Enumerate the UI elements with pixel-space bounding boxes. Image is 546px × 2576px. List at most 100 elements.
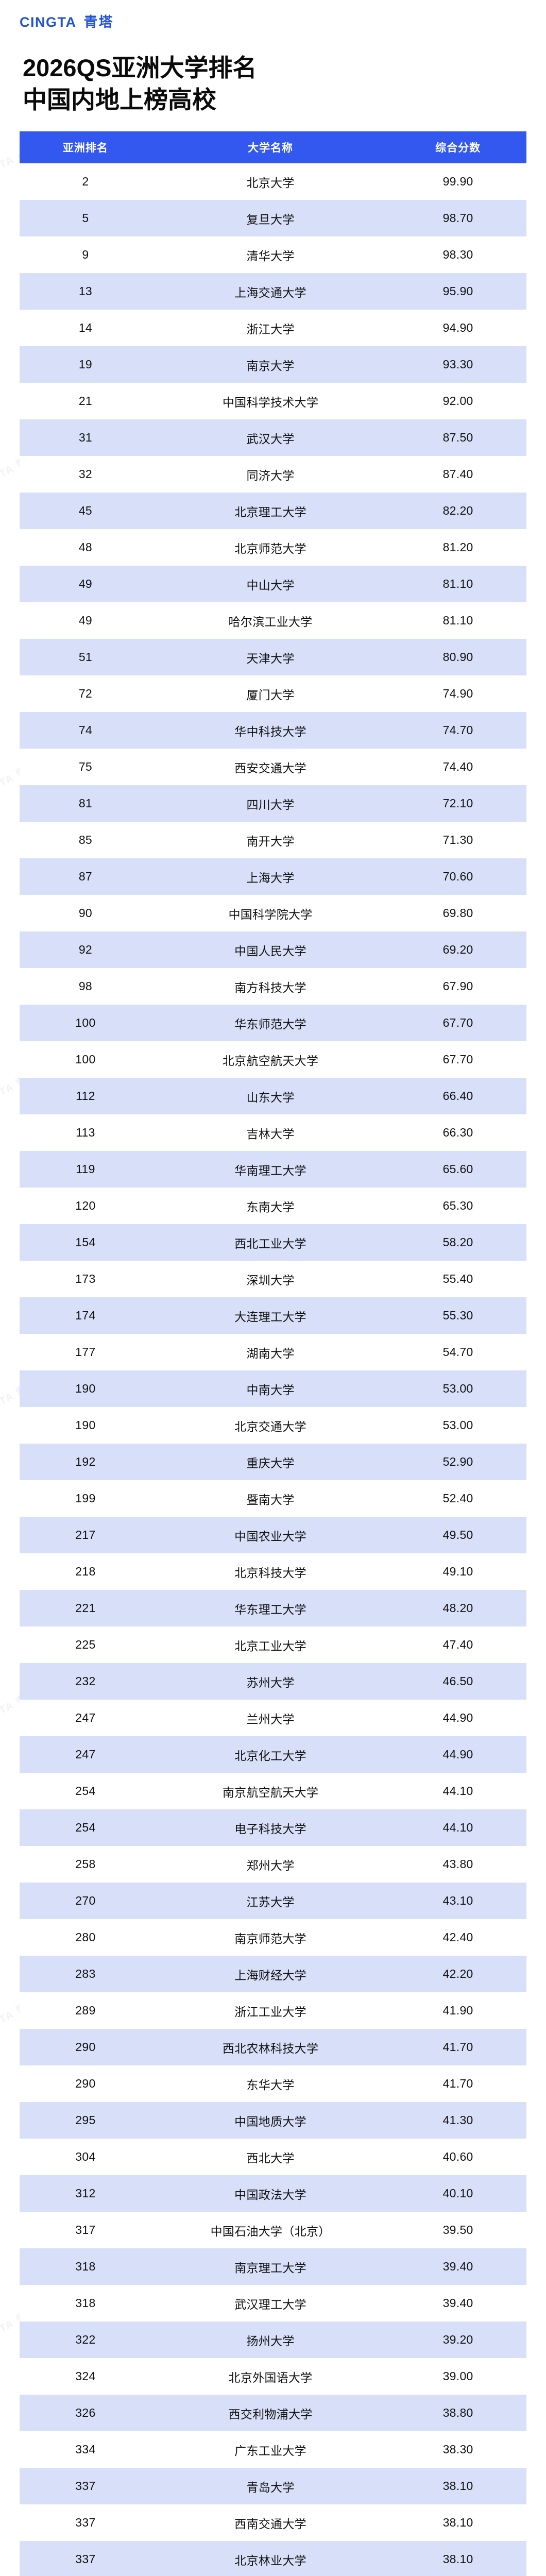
cell-university-name: 东南大学: [246, 1200, 295, 1214]
table-row: 72 厦门大学 74.90: [20, 675, 526, 713]
cell-score: 58.20: [442, 1235, 473, 1249]
cell-score: 74.90: [442, 687, 473, 701]
cell-rank: 337: [75, 2479, 96, 2493]
cell-rank: 31: [78, 431, 92, 445]
cell-score: 67.70: [442, 1053, 473, 1066]
cell-rank: 154: [75, 1235, 96, 1249]
cell-university-name: 中国农业大学: [234, 1529, 306, 1543]
table-row: 232 苏州大学 46.50: [20, 1663, 526, 1700]
table-row: 87 上海大学 70.60: [20, 858, 526, 895]
table-row: 312 中国政法大学 40.10: [20, 2175, 526, 2212]
cell-score: 44.90: [442, 1711, 473, 1725]
cell-rank: 192: [75, 1455, 96, 1469]
table-row: 190 北京交通大学 53.00: [20, 1407, 526, 1444]
cell-university-name: 清华大学: [246, 249, 295, 263]
cell-score: 93.30: [442, 358, 473, 371]
cell-rank: 254: [75, 1784, 96, 1798]
cell-score: 38.10: [442, 2516, 473, 2530]
cell-score: 87.40: [442, 467, 473, 481]
cell-score: 41.70: [442, 2077, 473, 2091]
cell-university-name: 大连理工大学: [234, 1310, 306, 1324]
table-row: 217 中国农业大学 49.50: [20, 1517, 526, 1554]
cell-score: 42.20: [442, 1967, 473, 1981]
cell-score: 65.30: [442, 1199, 473, 1213]
cell-university-name: 北京工业大学: [234, 1639, 306, 1653]
cell-score: 39.20: [442, 2333, 473, 2347]
column-header-rank: 亚洲排名: [62, 142, 108, 155]
cell-university-name: 扬州大学: [246, 2334, 295, 2348]
cell-score: 39.50: [442, 2223, 473, 2237]
cell-score: 42.40: [442, 1930, 473, 1944]
table-row: 113 吉林大学 66.30: [20, 1114, 526, 1151]
cell-university-name: 广东工业大学: [234, 2444, 306, 2458]
cell-rank: 280: [75, 1930, 96, 1944]
cell-score: 49.10: [442, 1565, 473, 1579]
table-row: 100 华东师范大学 67.70: [20, 1005, 526, 1042]
table-row: 318 南京理工大学 39.40: [20, 2248, 526, 2285]
cell-score: 74.40: [442, 760, 473, 774]
table-row: 317 中国石油大学（北京） 39.50: [20, 2212, 526, 2249]
cell-score: 92.00: [442, 394, 473, 408]
cell-rank: 232: [75, 1674, 96, 1688]
cell-rank: 5: [82, 211, 89, 225]
cell-rank: 258: [75, 1857, 96, 1871]
cell-university-name: 北京科技大学: [234, 1566, 306, 1580]
cell-score: 55.30: [442, 1309, 473, 1323]
table-row: 295 中国地质大学 41.30: [20, 2102, 526, 2139]
cell-rank: 85: [78, 833, 92, 847]
cell-rank: 318: [75, 2260, 96, 2274]
table-row: 21 中国科学技术大学 92.00: [20, 383, 526, 420]
cell-score: 52.90: [442, 1455, 473, 1469]
cell-score: 54.70: [442, 1345, 473, 1359]
cell-score: 43.80: [442, 1857, 473, 1871]
table-row: 51 天津大学 80.90: [20, 639, 526, 676]
table-row: 45 北京理工大学 82.20: [20, 493, 526, 530]
cell-university-name: 厦门大学: [246, 688, 295, 702]
cell-university-name: 北京理工大学: [234, 505, 306, 519]
cell-university-name: 南京理工大学: [234, 2261, 306, 2275]
table-row: 254 电子科技大学 44.10: [20, 1809, 526, 1846]
cell-university-name: 哈尔滨工业大学: [228, 615, 313, 629]
cell-rank: 2: [82, 175, 89, 189]
cell-score: 49.50: [442, 1528, 473, 1542]
cell-rank: 92: [78, 943, 92, 957]
cell-score: 74.70: [442, 723, 473, 737]
cell-university-name: 中国人民大学: [234, 944, 306, 958]
cell-rank: 217: [75, 1528, 96, 1542]
cell-university-name: 上海财经大学: [234, 1968, 306, 1982]
cell-rank: 247: [75, 1748, 96, 1761]
cell-university-name: 电子科技大学: [234, 1822, 306, 1836]
cell-university-name: 暨南大学: [246, 1493, 295, 1506]
cell-rank: 14: [78, 321, 92, 335]
table-row: 31 武汉大学 87.50: [20, 419, 526, 456]
page-title-line-1: 2026QS亚洲大学排名: [23, 54, 257, 81]
cell-score: 81.10: [442, 614, 473, 628]
cell-score: 38.10: [442, 2479, 473, 2493]
cell-university-name: 南京师范大学: [234, 1931, 306, 1945]
cell-university-name: 东华大学: [246, 2078, 295, 2092]
cell-university-name: 北京大学: [246, 176, 295, 190]
cell-university-name: 湖南大学: [246, 1346, 295, 1360]
table-row: 5 复旦大学 98.70: [20, 200, 526, 237]
table-row: 318 武汉理工大学 39.40: [20, 2285, 526, 2322]
brand-wordmark: CINGTA: [20, 14, 77, 30]
cell-rank: 173: [75, 1272, 96, 1286]
cell-score: 48.20: [442, 1601, 473, 1615]
table-row: 247 北京化工大学 44.90: [20, 1736, 526, 1773]
cell-rank: 177: [75, 1345, 96, 1359]
table-row: 258 郑州大学 43.80: [20, 1846, 526, 1883]
cell-university-name: 南开大学: [246, 834, 295, 848]
cell-rank: 247: [75, 1711, 96, 1725]
table-row: 154 西北工业大学 58.20: [20, 1224, 526, 1261]
cell-university-name: 中国政法大学: [234, 2188, 306, 2201]
cell-university-name: 华东理工大学: [234, 1602, 306, 1616]
cell-rank: 312: [75, 2187, 96, 2200]
cell-score: 66.30: [442, 1126, 473, 1140]
cell-score: 55.40: [442, 1272, 473, 1286]
table-row: 270 江苏大学 43.10: [20, 1883, 526, 1920]
cell-score: 41.90: [442, 2004, 473, 2018]
table-row: 326 西交利物浦大学 38.80: [20, 2395, 526, 2432]
cell-score: 53.00: [442, 1382, 473, 1396]
cell-university-name: 中国科学院大学: [228, 907, 313, 921]
